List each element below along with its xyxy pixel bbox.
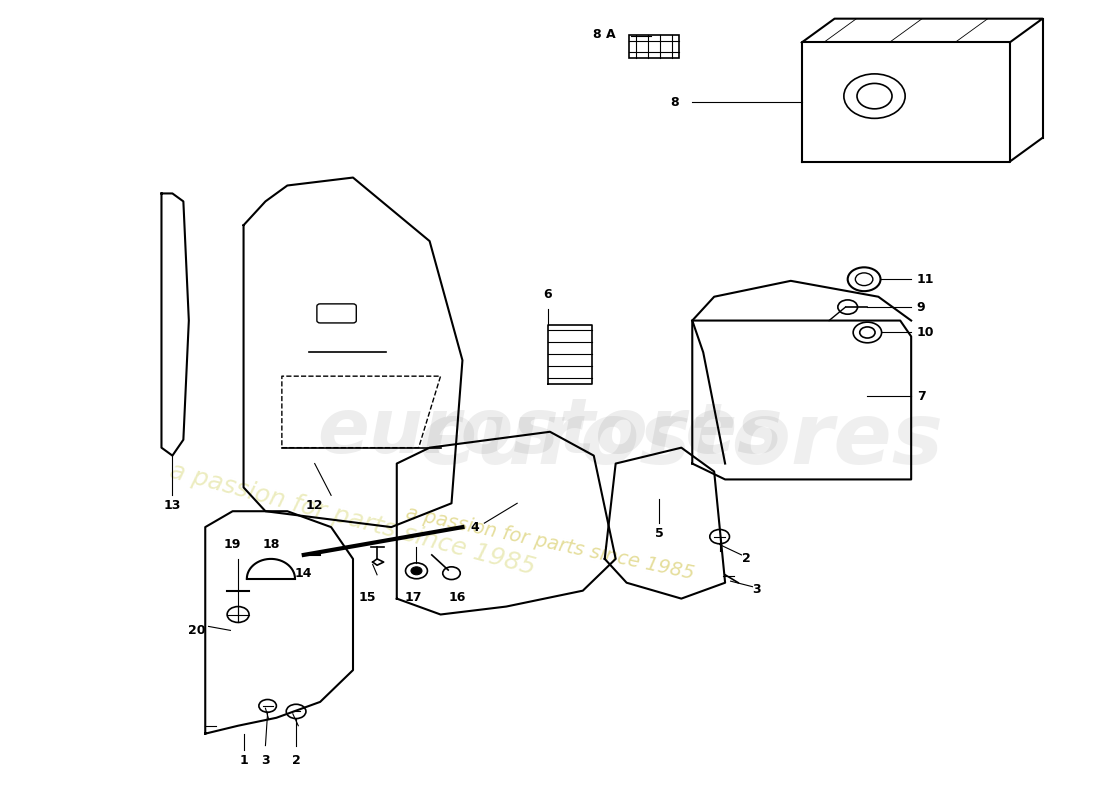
Text: 15: 15 bbox=[359, 590, 376, 604]
Text: eurostores: eurostores bbox=[317, 394, 783, 469]
Text: 8: 8 bbox=[671, 95, 679, 109]
Text: 3: 3 bbox=[752, 582, 761, 595]
Text: 19: 19 bbox=[224, 538, 241, 551]
Text: 20: 20 bbox=[188, 624, 206, 637]
Text: 1: 1 bbox=[239, 754, 248, 766]
Text: 18: 18 bbox=[262, 538, 279, 551]
Text: 4: 4 bbox=[470, 521, 478, 534]
Text: 11: 11 bbox=[916, 273, 934, 286]
Text: 17: 17 bbox=[405, 590, 422, 604]
Text: 13: 13 bbox=[164, 499, 182, 512]
Text: 3: 3 bbox=[261, 754, 270, 766]
Text: a passion for parts since 1985: a passion for parts since 1985 bbox=[404, 503, 696, 583]
FancyBboxPatch shape bbox=[317, 304, 356, 323]
Text: 10: 10 bbox=[916, 326, 934, 339]
FancyBboxPatch shape bbox=[629, 34, 679, 58]
Circle shape bbox=[411, 567, 422, 574]
Text: 9: 9 bbox=[916, 301, 925, 314]
Text: a passion for parts since 1985: a passion for parts since 1985 bbox=[167, 459, 538, 580]
Text: 16: 16 bbox=[449, 590, 465, 604]
Text: 5: 5 bbox=[656, 527, 663, 540]
Text: 6: 6 bbox=[543, 288, 552, 301]
Text: eurostores: eurostores bbox=[419, 398, 944, 482]
Text: 8 A: 8 A bbox=[593, 28, 616, 41]
Text: 2: 2 bbox=[741, 552, 750, 566]
Text: 7: 7 bbox=[916, 390, 925, 402]
Text: 12: 12 bbox=[306, 499, 323, 512]
Text: 2: 2 bbox=[292, 754, 300, 766]
Text: 14: 14 bbox=[295, 567, 312, 580]
